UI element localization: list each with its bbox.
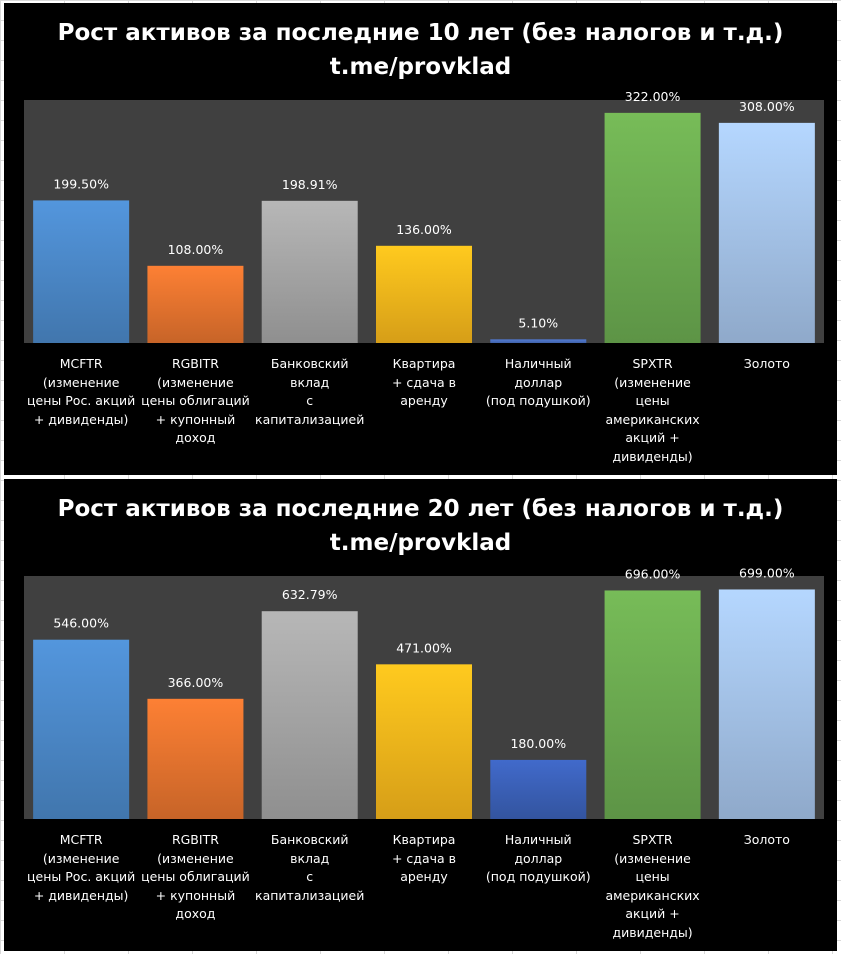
bar (261, 200, 358, 343)
category-label: MCFTR (изменение цены Рос. акций + дивид… (27, 832, 136, 903)
category-label: SPXTR (изменение цены американских акций… (605, 832, 700, 940)
data-label: 632.79% (282, 587, 338, 602)
bar (147, 698, 244, 819)
category-label: SPXTR (изменение цены американских акций… (605, 356, 700, 464)
chart-subtitle: t.me/provklad (329, 530, 512, 556)
bar (33, 200, 130, 343)
data-label: 366.00% (168, 675, 224, 690)
category-label: RGBITR (изменение цены облигаций + купон… (141, 832, 250, 921)
bar (718, 589, 815, 819)
data-label: 198.91% (282, 177, 338, 192)
category-label: Квартира + сдача в аренду (391, 356, 456, 408)
data-label: 136.00% (396, 222, 452, 237)
category-label: Квартира + сдача в аренду (391, 832, 456, 884)
bar (261, 611, 358, 819)
bar (490, 759, 587, 819)
bar (604, 112, 701, 343)
bar-chart-20y: 546.00% 366.00% 632.79% 471.00% 180.00% 696.0… (24, 565, 824, 819)
data-label: 471.00% (396, 640, 452, 655)
bar (604, 590, 701, 819)
bar (376, 245, 472, 343)
bar-chart-10y: 199.50% 108.00% 198.91% 136.00% 5.10% 322.00%… (24, 89, 824, 343)
data-label: 180.00% (510, 736, 566, 751)
data-label: 199.50% (53, 176, 109, 191)
category-label: MCFTR (изменение цены Рос. акций + дивид… (27, 356, 136, 427)
chart-title-text: Рост активов за последние 20 лет (без на… (57, 496, 784, 522)
category-label: Золото (743, 832, 790, 847)
data-label: 696.00% (625, 566, 681, 581)
chart-panel-20y: Рост активов за последние 20 лет (без на… (4, 479, 837, 951)
bar (718, 122, 815, 343)
category-label: Банковский вклад с капитализацией (255, 356, 365, 427)
data-label: 322.00% (625, 89, 681, 104)
bar (147, 265, 244, 343)
category-label: RGBITR (изменение цены облигаций + купон… (141, 356, 250, 445)
data-label: 699.00% (739, 565, 795, 580)
category-label: Банковский вклад с капитализацией (255, 832, 365, 903)
chart-title-text: Рост активов за последние 10 лет (без на… (57, 20, 784, 46)
category-label: Наличный доллар (под подушкой) (485, 356, 591, 408)
bar (33, 639, 130, 819)
chart-subtitle: t.me/provklad (329, 54, 512, 80)
data-label: 5.10% (518, 315, 558, 330)
category-label: Наличный доллар (под подушкой) (485, 832, 591, 884)
chart-panel-10y: Рост активов за последние 10 лет (без на… (4, 3, 837, 475)
category-label: Золото (743, 356, 790, 371)
data-label: 108.00% (168, 242, 224, 257)
bar (376, 664, 472, 819)
bar (490, 339, 587, 343)
data-label: 546.00% (53, 616, 109, 631)
data-label: 308.00% (739, 99, 795, 114)
